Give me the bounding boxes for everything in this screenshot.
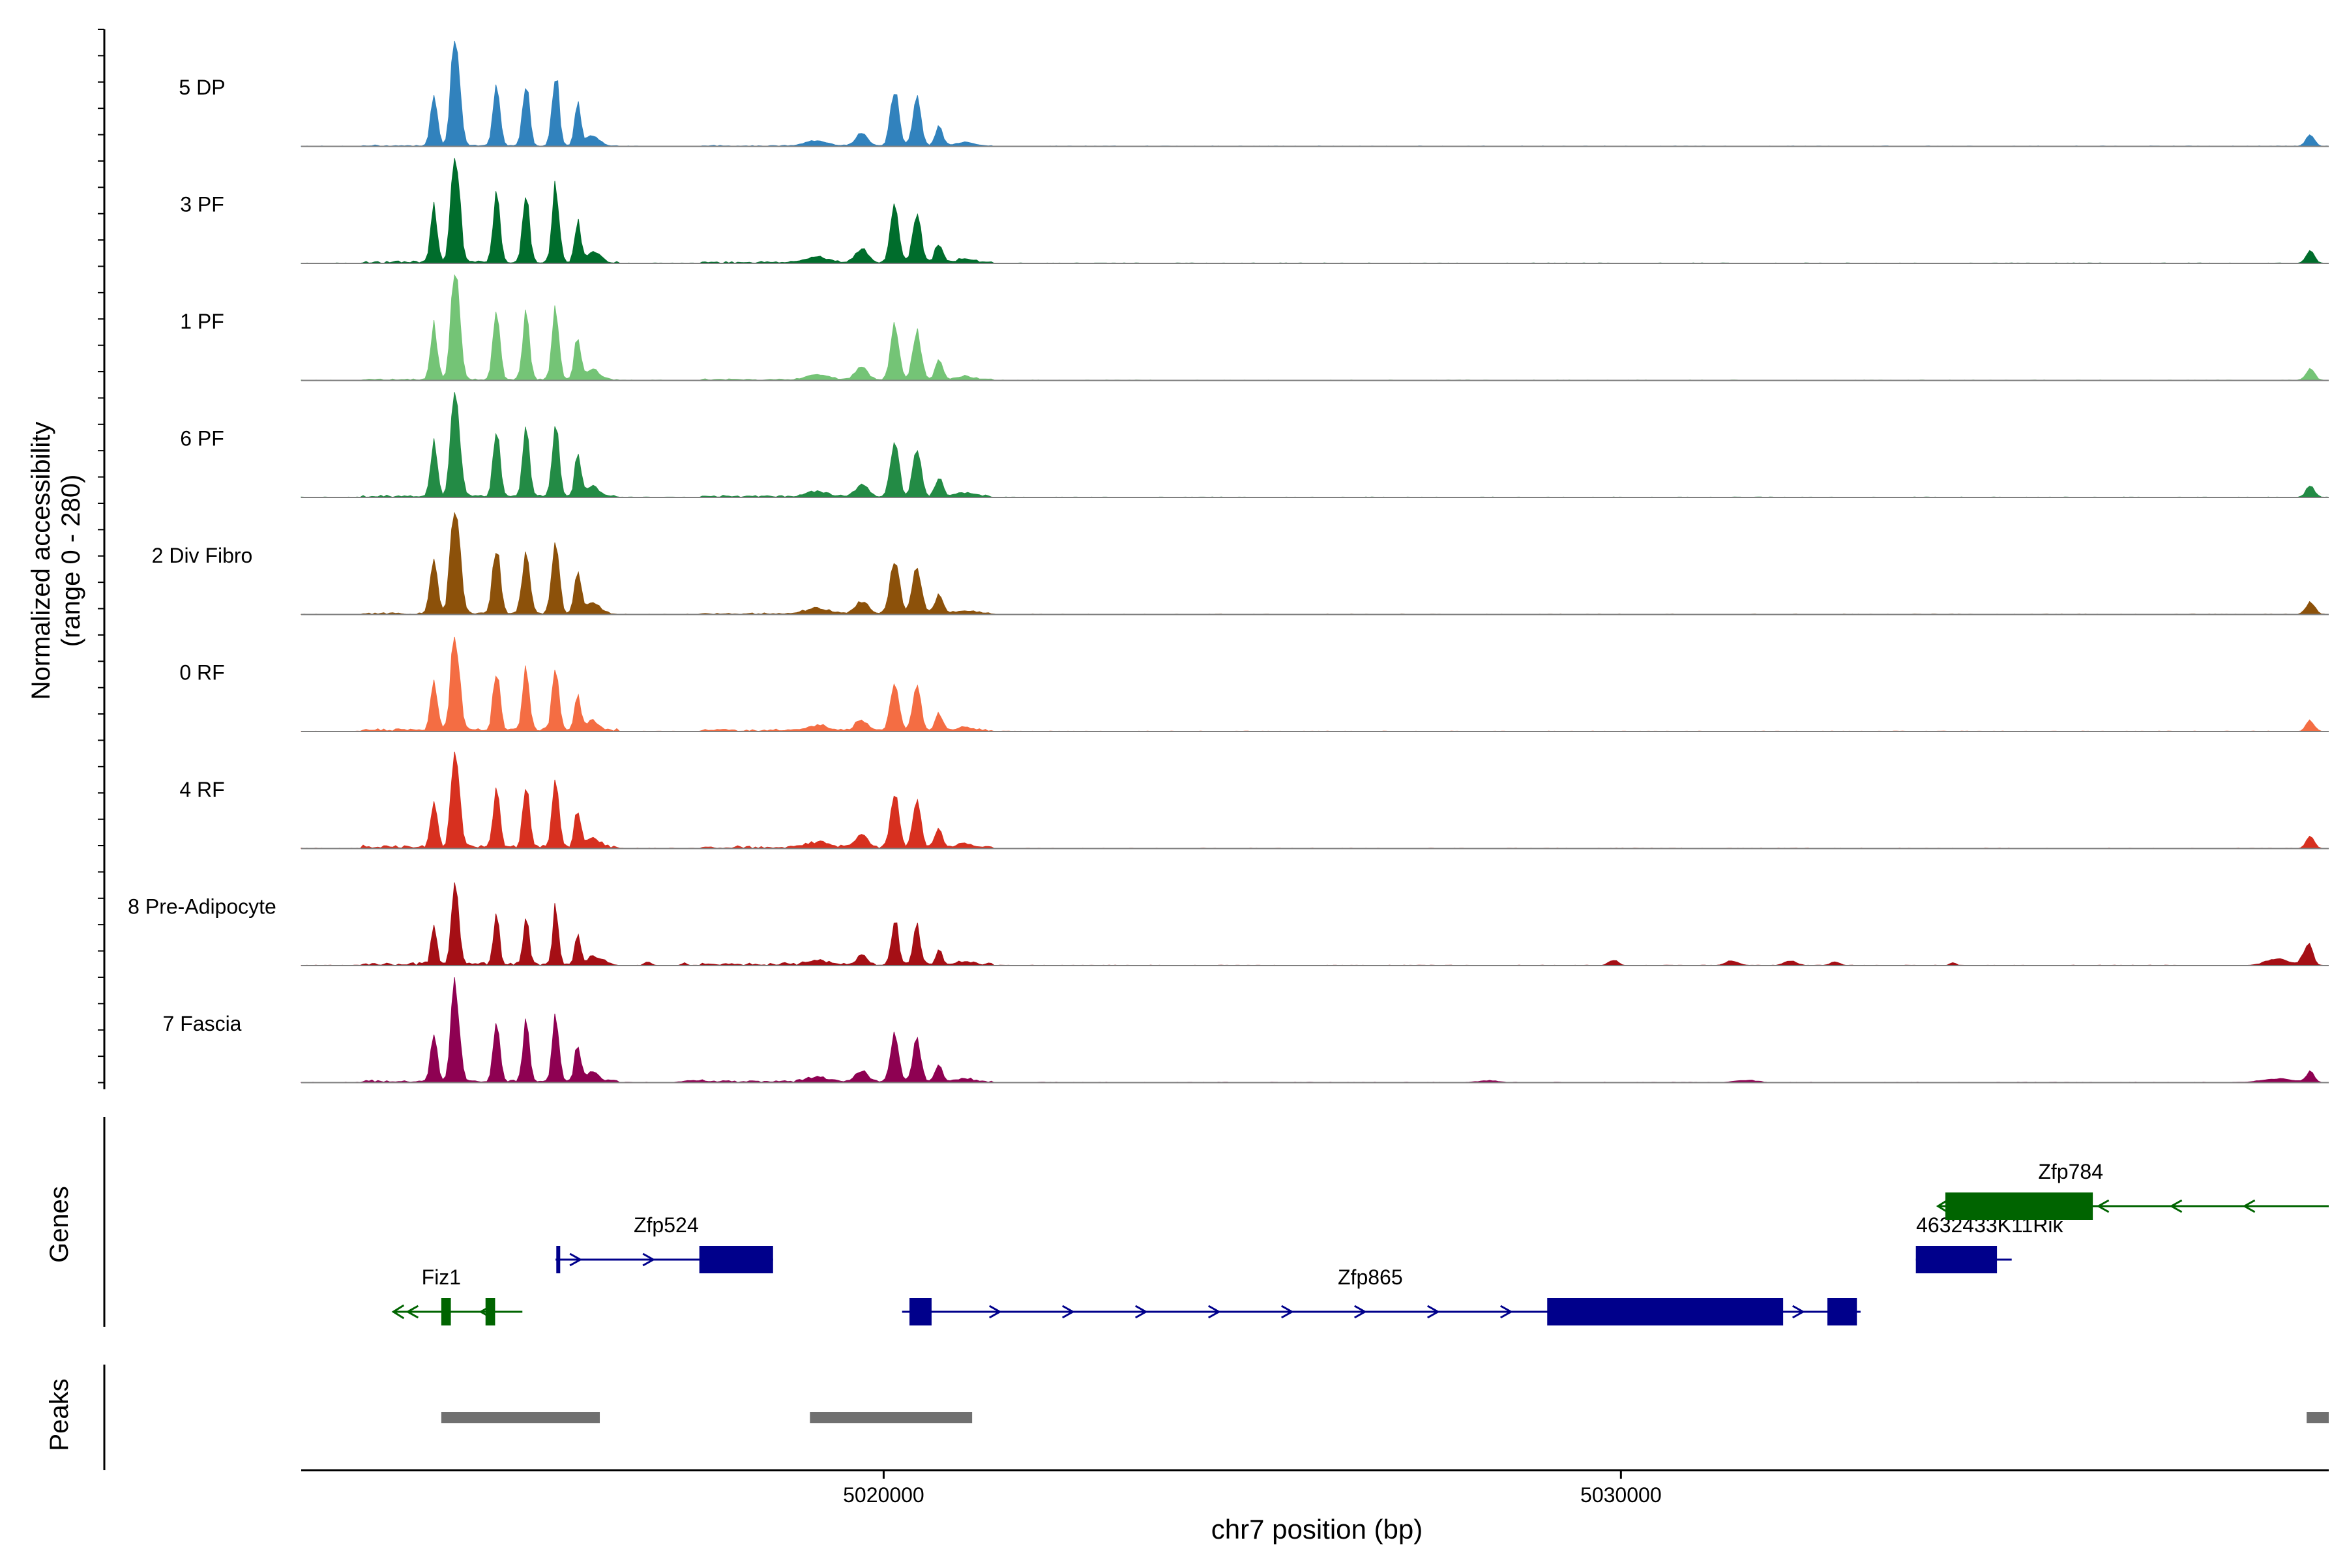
strand-arrow <box>2242 1199 2256 1213</box>
x-tick-label: 5030000 <box>1580 1483 1662 1507</box>
track-7-fascia: 7 Fascia <box>163 977 2329 1084</box>
strand-arrow <box>2169 1199 2183 1213</box>
strand-arrow-end <box>1936 1198 1949 1214</box>
gene-exon <box>441 1298 451 1325</box>
gene-exon <box>699 1246 773 1273</box>
strand-arrow <box>1353 1305 1367 1319</box>
gene-zfp524: Zfp524 <box>555 1213 773 1273</box>
track-label: 8 Pre-Adipocyte <box>128 895 276 919</box>
y-axis-label-line2: (range 0 - 280) <box>57 475 85 647</box>
gene-exon <box>1827 1298 1857 1325</box>
track-label: 1 PF <box>180 310 224 333</box>
gene-zfp865: Zfp865 <box>902 1265 1861 1325</box>
x-tick-label: 5020000 <box>843 1483 924 1507</box>
track-label: 5 DP <box>179 76 225 99</box>
strand-arrow <box>1426 1305 1440 1319</box>
track-4-rf: 4 RF <box>179 751 2329 850</box>
strand-arrow-end <box>391 1304 405 1320</box>
track-8-pre-adipocyte: 8 Pre-Adipocyte <box>128 882 2329 966</box>
peak-region <box>810 1412 973 1423</box>
peak-track <box>103 1365 2329 1470</box>
gene-exon <box>1945 1192 2093 1220</box>
peaks-axis-label: Peaks <box>45 1378 74 1451</box>
gene-exon <box>556 1246 561 1273</box>
x-axis: 5020000 5030000 <box>301 1469 2329 1507</box>
track-3-pf: 3 PF <box>180 158 2329 264</box>
coverage-area <box>301 977 2329 1084</box>
track-label: 4 RF <box>179 778 224 801</box>
track-label: 6 PF <box>180 427 224 451</box>
strand-arrow <box>1207 1305 1221 1319</box>
gene-4632433k11rik: 4632433K11Rik <box>1915 1213 2063 1273</box>
gene-exon <box>485 1298 495 1325</box>
genes-axis-label: Genes <box>45 1186 74 1263</box>
track-label: 0 RF <box>179 661 224 685</box>
gene-label: Zfp784 <box>2038 1160 2103 1183</box>
gene-exon <box>1915 1246 1998 1273</box>
coverage-area <box>301 882 2329 966</box>
strand-arrow <box>988 1305 1002 1319</box>
gene-label: Fiz1 <box>422 1265 461 1289</box>
y-axis-label-line1: Normalized accessibility <box>27 422 55 700</box>
gene-zfp784: Zfp784 <box>1936 1160 2329 1220</box>
gene-track: Fiz1 Zfp524 Zfp865 4632433K11Rik Zfp784 <box>103 1117 2329 1327</box>
gene-label: Zfp524 <box>634 1213 699 1237</box>
y-axes <box>98 29 106 1089</box>
gene-fiz1: Fiz1 <box>391 1265 523 1325</box>
strand-arrow <box>1134 1305 1148 1319</box>
strand-arrow <box>1061 1305 1075 1319</box>
track-5-dp: 5 DP <box>179 40 2329 147</box>
track-2-div-fibro: 2 Div Fibro <box>152 511 2329 615</box>
strand-arrow <box>1499 1305 1513 1319</box>
strand-arrow <box>1280 1305 1294 1319</box>
gene-label: Zfp865 <box>1338 1265 1403 1289</box>
coverage-area <box>301 751 2329 850</box>
track-label: 7 Fascia <box>163 1012 242 1035</box>
coverage-area <box>301 40 2329 147</box>
peak-region <box>2307 1412 2329 1423</box>
coverage-area <box>301 274 2329 381</box>
strand-arrow <box>2096 1199 2110 1213</box>
coverage-area <box>301 158 2329 264</box>
track-label: 3 PF <box>180 193 224 216</box>
x-axis-label: chr7 position (bp) <box>1211 1514 1423 1545</box>
track-0-rf: 0 RF <box>179 636 2329 732</box>
coverage-area <box>301 636 2329 732</box>
strand-arrow <box>642 1252 656 1267</box>
gene-exon <box>909 1298 932 1325</box>
coverage-tracks: 5 DP 3 PF 1 PF 6 PF 2 Div Fibro 0 RF 4 RF 8 Pre… <box>128 40 2329 1084</box>
strand-arrow <box>1792 1305 1805 1319</box>
strand-arrow <box>406 1305 419 1319</box>
coverage-area <box>301 392 2329 498</box>
strand-arrow <box>569 1252 583 1267</box>
peak-region <box>441 1412 600 1423</box>
coverage-area <box>301 511 2329 615</box>
track-6-pf: 6 PF <box>180 392 2329 498</box>
gene-exon <box>1547 1298 1784 1325</box>
track-1-pf: 1 PF <box>180 274 2329 381</box>
track-label: 2 Div Fibro <box>152 544 253 567</box>
